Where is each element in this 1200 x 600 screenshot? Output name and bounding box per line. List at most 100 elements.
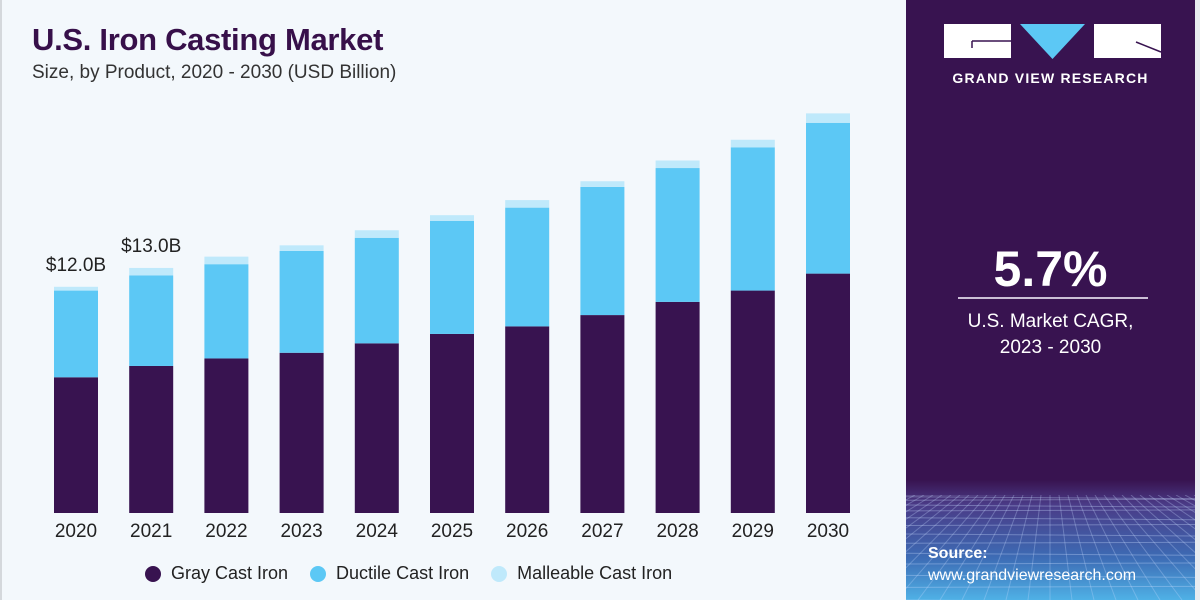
bar-ductile-cast-iron-2028 (655, 168, 700, 302)
annotations-group: $12.0B $13.0B (46, 236, 181, 276)
bar-malleable-cast-iron-2023 (279, 245, 324, 251)
bar-malleable-cast-iron-2030 (806, 113, 850, 123)
left-border (0, 0, 2, 600)
chart-subtitle: Size, by Product, 2020 - 2030 (USD Billi… (32, 62, 397, 83)
bar-ductile-cast-iron-2027 (580, 186, 625, 316)
bar-ductile-cast-iron-2025 (430, 220, 474, 334)
grid-line (906, 495, 988, 590)
grid-line (1130, 495, 1195, 554)
cagr-divider (958, 297, 1148, 299)
bar-gray-cast-iron-2025 (430, 333, 474, 513)
bar-malleable-cast-iron-2026 (505, 200, 550, 208)
grid-line (906, 495, 952, 529)
grid-line (906, 495, 943, 520)
source-title: Source: (928, 545, 988, 562)
grid-line (906, 523, 1195, 526)
chart-title: U.S. Iron Casting Market (32, 22, 384, 57)
grid-line (1067, 495, 1095, 600)
bar-malleable-cast-iron-2027 (580, 181, 625, 187)
bar-ductile-cast-iron-2022 (204, 264, 249, 359)
grid-line (1027, 495, 1042, 600)
grid-line (906, 504, 1195, 508)
bar-malleable-cast-iron-2020 (54, 286, 98, 291)
bar-ductile-cast-iron-2029 (730, 147, 775, 291)
grid-line (961, 495, 1015, 600)
grid-line (906, 496, 1195, 500)
grid-line (906, 495, 970, 553)
bar-gray-cast-iron-2027 (580, 315, 625, 513)
grid-line (917, 495, 997, 600)
bar-malleable-cast-iron-2022 (204, 256, 249, 265)
x-tick-label: 2027 (581, 521, 623, 542)
x-tick-label: 2022 (205, 521, 247, 542)
legend-item-malleable-cast-iron: Malleable Cast Iron (491, 563, 672, 584)
grid-line (906, 498, 1195, 501)
legend-item-ductile-cast-iron: Ductile Cast Iron (310, 563, 469, 584)
panel-bottom-gradient (906, 480, 1195, 600)
bar-gray-cast-iron-2026 (505, 326, 550, 513)
bar-gray-cast-iron-2020 (54, 377, 98, 513)
legend-label: Gray Cast Iron (171, 563, 289, 583)
bar-gray-cast-iron-2024 (354, 343, 399, 513)
info-panel: GRAND VIEW RESEARCH 5.7% U.S. Market CAG… (906, 0, 1195, 600)
x-tick-label: 2025 (431, 521, 473, 542)
cagr-label-line1: U.S. Market CAGR, (967, 311, 1134, 332)
grid-line (1157, 495, 1195, 521)
brand-name: GRAND VIEW RESEARCH (952, 70, 1149, 86)
x-tick-label: 2021 (130, 521, 172, 542)
grid-line (906, 541, 1195, 544)
x-tick-label: 2024 (356, 521, 399, 542)
bar-malleable-cast-iron-2024 (354, 230, 399, 238)
grid-line (1148, 495, 1195, 530)
bar-total-label: $12.0B (46, 255, 106, 276)
bar-gray-cast-iron-2023 (279, 352, 324, 513)
bar-gray-cast-iron-2022 (204, 358, 249, 513)
x-tick-label: 2030 (807, 521, 849, 542)
legend-dot-gray (145, 565, 161, 582)
panel-right-border (1195, 0, 1200, 600)
grid-line (906, 495, 961, 540)
cagr-label: U.S. Market CAGR, 2023 - 2030 (906, 309, 1195, 361)
bars-group (54, 113, 850, 513)
bar-gray-cast-iron-2028 (655, 301, 700, 513)
bar-gray-cast-iron-2029 (730, 290, 775, 513)
x-tick-label: 2026 (506, 521, 548, 542)
grid-line (939, 495, 1006, 600)
grid-line (906, 533, 1195, 537)
legend-dot-ductile (310, 565, 327, 582)
legend-label: Ductile Cast Iron (336, 563, 470, 583)
grid-line (906, 517, 1195, 521)
cagr-value: 5.7% (993, 241, 1108, 297)
legend: Gray Cast Iron Ductile Cast Iron Malleab… (145, 563, 694, 584)
x-tick-label: 2028 (656, 521, 698, 542)
source-url[interactable]: www.grandviewresearch.com (928, 567, 1137, 584)
legend-item-gray-cast-iron: Gray Cast Iron (145, 563, 288, 584)
grid-line (906, 574, 1195, 578)
grid-line (906, 562, 1195, 565)
bar-malleable-cast-iron-2021 (129, 267, 174, 276)
bar-total-label: $13.0B (121, 236, 181, 257)
grid-line (906, 495, 979, 569)
x-axis-ticks: 2020 2021 2022 2023 2024 2025 2026 2027 2028 2029… (55, 521, 849, 542)
bar-ductile-cast-iron-2023 (279, 250, 324, 353)
bar-malleable-cast-iron-2028 (655, 160, 700, 169)
x-tick-label: 2023 (280, 521, 322, 542)
grid-line (983, 495, 1024, 600)
gvr-logo-icon (944, 24, 1162, 59)
bar-gray-cast-iron-2021 (129, 365, 174, 513)
cagr-label-line2: 2023 - 2030 (999, 337, 1102, 358)
grid-line (1085, 495, 1139, 600)
grid-line (1005, 495, 1033, 600)
grid-line (1139, 495, 1195, 541)
grid-line (1076, 495, 1117, 600)
bar-gray-cast-iron-2030 (806, 273, 850, 513)
grid-line (1103, 495, 1183, 600)
bar-ductile-cast-iron-2024 (354, 237, 399, 344)
legend-label: Malleable Cast Iron (517, 563, 673, 583)
x-tick-label: 2020 (55, 521, 97, 542)
bar-ductile-cast-iron-2021 (129, 275, 174, 366)
bar-malleable-cast-iron-2029 (730, 139, 775, 148)
grid-line (1121, 495, 1195, 570)
grid-line (906, 585, 1195, 588)
grid-line (1094, 495, 1161, 600)
